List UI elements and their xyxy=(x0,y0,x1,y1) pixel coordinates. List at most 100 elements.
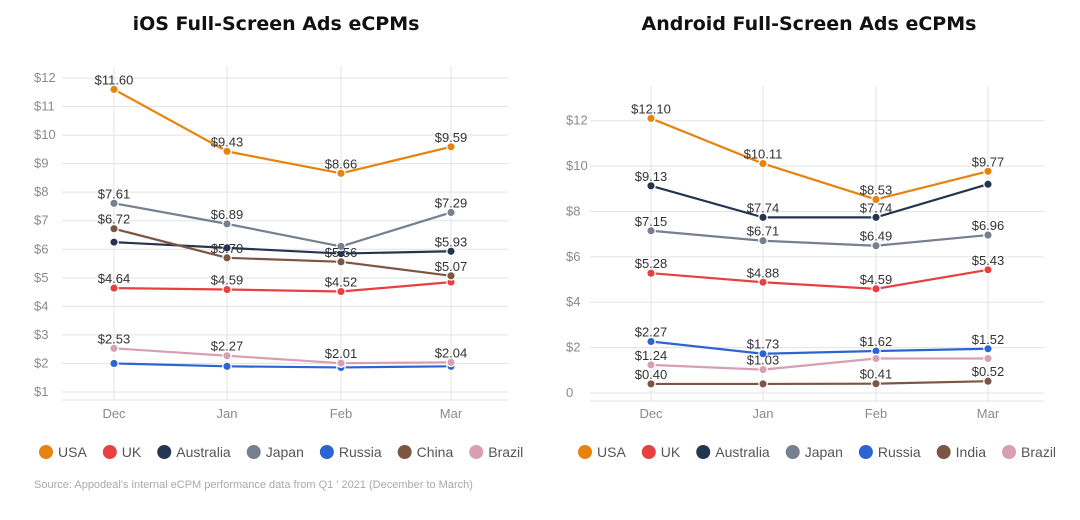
legend-label-russia: Russia xyxy=(878,444,921,460)
data-label-brazil: $2.04 xyxy=(435,345,468,360)
data-label-uk: $4.59 xyxy=(211,273,244,288)
data-label-japan: $7.61 xyxy=(98,186,131,201)
data-label-usa: $11.60 xyxy=(95,72,134,87)
data-label-usa: $12.10 xyxy=(631,101,671,116)
data-point-australia xyxy=(109,237,119,247)
data-point-japan xyxy=(222,219,232,229)
y-tick-label: $12 xyxy=(566,113,588,128)
chart-android: Android Full-Screen Ads eCPMs 0 $2 $4 $6 $8 $1… xyxy=(566,13,1056,460)
data-point-brazil xyxy=(222,350,232,361)
x-tick-label: Dec xyxy=(102,406,126,421)
data-point-uk xyxy=(109,283,119,293)
data-point-china xyxy=(336,256,346,267)
data-point-australia xyxy=(646,180,656,191)
legend-label-india: India xyxy=(956,444,987,460)
y-tick-label: $8 xyxy=(566,203,580,218)
data-label-australia: $7.74 xyxy=(860,200,893,215)
data-label-brazil: $2.01 xyxy=(325,346,358,361)
legend-swatch-brazil xyxy=(1002,445,1017,459)
legend-swatch-russia xyxy=(319,445,334,459)
legend-swatch-usa xyxy=(578,445,592,459)
legend-swatch-uk xyxy=(102,445,117,459)
data-point-india xyxy=(983,376,993,387)
data-label-japan: $6.89 xyxy=(211,207,244,222)
series-line-brazil xyxy=(113,347,452,365)
legend-swatch-india xyxy=(936,445,951,459)
data-label-japan: $6.49 xyxy=(860,229,893,244)
legend-label-australia: Australia xyxy=(715,444,770,460)
data-label-usa: $9.77 xyxy=(972,154,1005,169)
source-note: Source: Appodeal's internal eCPM perform… xyxy=(34,479,473,491)
data-point-russia xyxy=(109,358,119,369)
data-label-russia: $1.62 xyxy=(860,334,893,349)
y-tick-label: $6 xyxy=(566,249,580,264)
data-label-australia: $7.74 xyxy=(747,200,780,215)
data-point-japan xyxy=(983,230,993,240)
series-line-russia xyxy=(113,362,452,369)
series-line-japan xyxy=(113,202,452,248)
data-point-australia xyxy=(222,242,232,253)
data-label-china: $5.07 xyxy=(435,259,468,274)
data-label-usa: $9.59 xyxy=(435,130,468,145)
data-label-brazil: $2.27 xyxy=(211,339,244,354)
legend-swatch-uk xyxy=(641,445,656,459)
data-label-japan: $7.15 xyxy=(635,214,668,229)
data-point-usa xyxy=(758,158,768,169)
y-tick-label: $9 xyxy=(34,156,48,171)
data-label-usa: $8.53 xyxy=(860,182,893,197)
data-point-australia xyxy=(446,246,456,257)
legend-swatch-russia xyxy=(858,445,873,459)
data-point-japan xyxy=(446,207,456,218)
data-label-japan: $6.96 xyxy=(972,218,1005,233)
legend-swatch-china xyxy=(397,445,412,459)
series-line-usa xyxy=(113,88,452,175)
data-label-usa: $9.43 xyxy=(211,134,244,149)
chart-title: iOS Full-Screen Ads eCPMs xyxy=(133,13,420,35)
data-point-china xyxy=(446,270,456,281)
chart-ios: iOS Full-Screen Ads eCPMs $1 $2 $3 $4 $5 $6 $7 $… xyxy=(34,13,523,460)
data-point-usa xyxy=(871,194,881,205)
y-tick-label: $10 xyxy=(34,127,56,142)
data-point-australia xyxy=(871,212,881,223)
y-tick-label: $3 xyxy=(34,327,48,342)
y-tick-label: $6 xyxy=(34,241,48,256)
y-tick-label: $2 xyxy=(34,355,48,370)
y-tick-label: $4 xyxy=(566,294,580,309)
data-point-japan xyxy=(758,235,768,246)
chart-title: Android Full-Screen Ads eCPMs xyxy=(642,13,977,35)
data-label-japan: $7.29 xyxy=(435,195,468,210)
legend-label-japan: Japan xyxy=(266,444,304,460)
legend-label-uk: UK xyxy=(661,444,681,460)
y-tick-label: $1 xyxy=(34,384,48,399)
data-point-brazil xyxy=(646,360,656,370)
data-label-uk: $5.43 xyxy=(972,253,1005,268)
data-label-india: $0.41 xyxy=(860,367,893,382)
data-label-brazil: $1.24 xyxy=(635,348,668,363)
x-tick-label: Mar xyxy=(440,406,463,421)
data-point-japan xyxy=(336,241,346,252)
data-label-china: $6.72 xyxy=(98,212,131,227)
data-label-uk: $4.59 xyxy=(860,272,893,287)
data-point-uk xyxy=(983,264,993,275)
data-label-usa: $8.66 xyxy=(325,156,358,171)
data-point-uk xyxy=(871,283,881,294)
x-tick-label: Jan xyxy=(217,406,238,421)
series-line-uk xyxy=(113,281,452,293)
data-point-brazil xyxy=(336,358,346,369)
legend-label-china: China xyxy=(417,444,454,460)
y-tick-label: $7 xyxy=(34,213,48,228)
y-tick-label: $5 xyxy=(34,270,48,285)
data-point-india xyxy=(758,379,768,389)
data-point-china xyxy=(109,223,119,234)
legend-label-uk: UK xyxy=(122,444,142,460)
data-label-australia: $5.93 xyxy=(435,234,468,249)
data-point-uk xyxy=(758,277,768,288)
legend-swatch-australia xyxy=(157,445,172,459)
legend-label-usa: USA xyxy=(58,444,87,460)
data-label-china: $5.56 xyxy=(325,245,358,260)
legend-label-japan: Japan xyxy=(805,444,843,460)
data-point-japan xyxy=(646,225,656,236)
data-point-russia xyxy=(758,348,768,359)
x-tick-label: Feb xyxy=(865,406,887,421)
